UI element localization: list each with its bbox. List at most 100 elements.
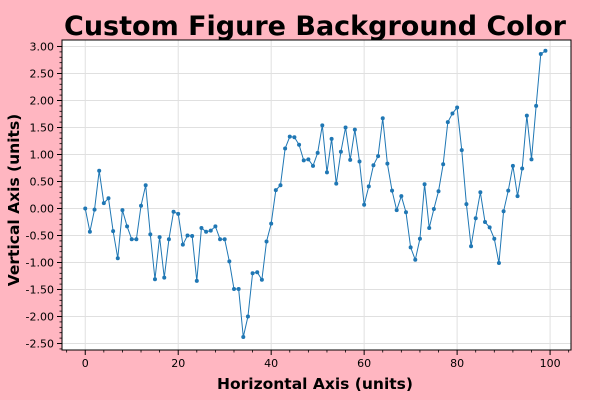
data-point [204, 229, 209, 234]
x-tick-label: 80 [450, 357, 464, 370]
data-point [510, 163, 515, 168]
data-point [227, 259, 232, 264]
data-point [543, 48, 548, 53]
x-tick-label: 100 [540, 357, 561, 370]
series-layer [83, 48, 548, 340]
data-point [143, 183, 148, 188]
data-point [394, 208, 399, 213]
data-point [441, 162, 446, 167]
data-point [264, 239, 269, 244]
data-point [190, 234, 195, 239]
data-point [538, 52, 543, 57]
data-point [185, 233, 190, 238]
data-point [162, 275, 167, 280]
y-tick-label: 0.00 [30, 203, 55, 216]
data-point [311, 163, 316, 168]
data-point [297, 142, 302, 147]
y-tick-label: -1.00 [26, 257, 54, 270]
data-point [125, 224, 130, 229]
data-point [408, 245, 413, 250]
data-point [199, 225, 204, 230]
data-point [352, 127, 357, 132]
data-point [487, 225, 492, 230]
data-point [506, 188, 511, 193]
data-point [399, 194, 404, 199]
data-point [315, 150, 320, 155]
data-point [459, 148, 464, 153]
y-tick-label: 3.00 [30, 40, 55, 53]
data-point [157, 235, 162, 240]
x-tick-label: 20 [171, 357, 185, 370]
data-point [152, 277, 157, 282]
data-point [496, 261, 501, 266]
data-point [515, 194, 520, 199]
y-tick-label: 0.50 [30, 175, 55, 188]
y-tick-label: -1.50 [26, 284, 54, 297]
data-point [111, 229, 116, 234]
data-point [371, 163, 376, 168]
data-point [245, 314, 250, 319]
data-point [255, 270, 260, 275]
y-tick-label: -2.00 [26, 311, 54, 324]
data-point [139, 203, 144, 208]
data-point [231, 286, 236, 291]
plot-area [62, 40, 571, 350]
axis-ticks: 0 20 40 60 80 100 -2.50 -2.00 -1.50 -1.00 -0.50 0.0… [26, 40, 570, 370]
data-point [101, 201, 106, 206]
data-point [445, 120, 450, 125]
data-point [87, 229, 92, 234]
data-point [520, 166, 525, 171]
data-point [134, 237, 139, 242]
data-point [329, 136, 334, 141]
data-point [236, 286, 241, 291]
data-point [455, 105, 460, 110]
data-point [338, 149, 343, 154]
y-tick-label: -2.50 [26, 338, 54, 351]
data-point [106, 196, 111, 201]
data-point [176, 211, 181, 216]
data-point [343, 125, 348, 130]
plot-frame [61, 39, 572, 351]
data-point [348, 157, 353, 162]
data-point [431, 207, 436, 212]
data-point [473, 216, 478, 221]
x-axis-label: Horizontal Axis (units) [217, 375, 413, 393]
series-line [84, 50, 546, 338]
data-point [92, 207, 97, 212]
data-point [469, 244, 474, 249]
data-point [166, 237, 171, 242]
data-point [357, 159, 362, 164]
data-point [436, 189, 441, 194]
data-point [376, 154, 381, 159]
x-tick-label: 60 [357, 357, 371, 370]
data-point [250, 271, 255, 276]
data-point [241, 335, 246, 340]
data-point [524, 113, 529, 118]
data-point [529, 157, 534, 162]
data-point [534, 103, 539, 108]
data-point [306, 157, 311, 162]
data-point [385, 161, 390, 166]
data-point [483, 220, 488, 225]
data-point [287, 134, 292, 139]
data-point [450, 111, 455, 116]
data-point [259, 277, 264, 282]
data-point [208, 228, 213, 233]
data-point [362, 202, 367, 207]
data-point [320, 123, 325, 128]
data-point [413, 257, 418, 262]
data-point [283, 146, 288, 151]
data-point [148, 232, 153, 237]
data-point [269, 221, 274, 226]
x-tick-label: 0 [82, 357, 89, 370]
y-tick-label: 2.00 [30, 94, 55, 107]
data-point [390, 188, 395, 193]
data-point [366, 184, 371, 189]
y-tick-label: -0.50 [26, 230, 54, 243]
data-point [501, 209, 506, 214]
data-point [180, 242, 185, 247]
data-point [417, 236, 422, 241]
data-point [218, 237, 223, 242]
